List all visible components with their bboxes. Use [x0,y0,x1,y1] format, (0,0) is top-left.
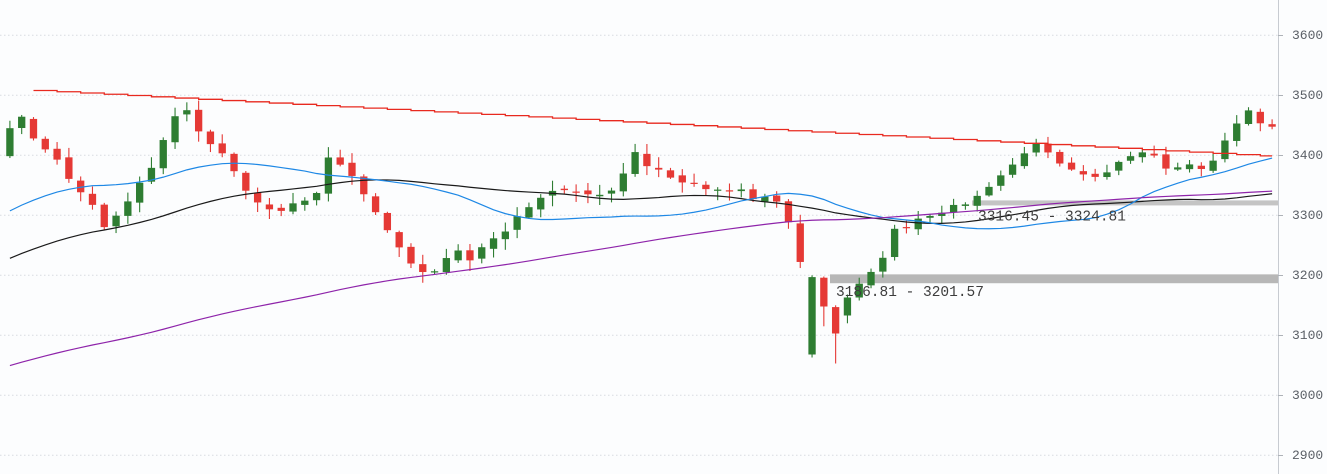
svg-text:3186.81 - 3201.57: 3186.81 - 3201.57 [836,285,984,301]
svg-text:3316.45 - 3324.81: 3316.45 - 3324.81 [978,209,1126,225]
